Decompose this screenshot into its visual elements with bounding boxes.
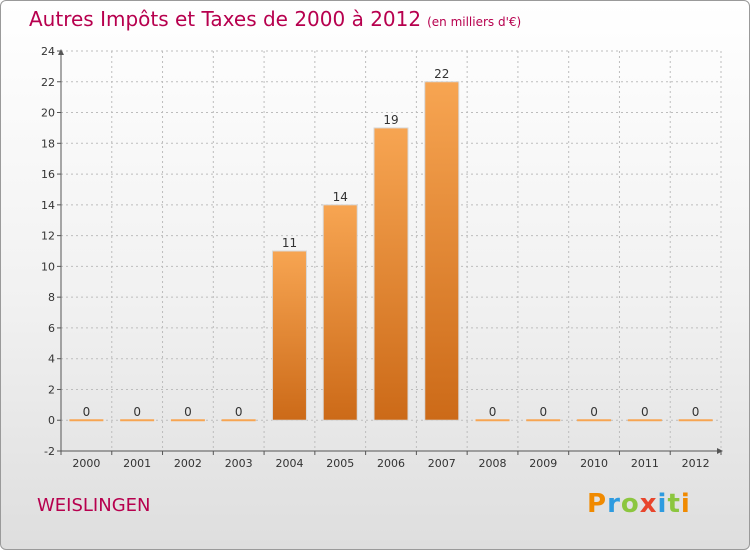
data-label: 0 bbox=[539, 405, 547, 419]
data-label: 19 bbox=[383, 113, 398, 127]
x-tick-label: 2006 bbox=[377, 457, 405, 470]
x-tick-label: 2007 bbox=[428, 457, 456, 470]
y-tick-label: 2 bbox=[48, 383, 55, 396]
x-tick-label: 2000 bbox=[72, 457, 100, 470]
data-label: 0 bbox=[133, 405, 141, 419]
data-label: 0 bbox=[184, 405, 192, 419]
y-tick-label: 10 bbox=[41, 260, 55, 273]
bars bbox=[69, 81, 713, 422]
y-tick-label: 6 bbox=[48, 322, 55, 335]
proxiti-logo: Proxiti bbox=[587, 489, 691, 519]
y-tick-label: 14 bbox=[41, 199, 55, 212]
data-label: 0 bbox=[489, 405, 497, 419]
x-axis-arrow bbox=[717, 448, 723, 454]
labels: 2000 0 2001 0 2002 0 2003 0 2004 11 2005 14 2006 19 20… bbox=[72, 67, 709, 470]
bar bbox=[322, 204, 358, 421]
data-label: 0 bbox=[641, 405, 649, 419]
bar bbox=[271, 250, 307, 421]
commune-name: WEISLINGEN bbox=[37, 495, 151, 516]
y-tick-label: 12 bbox=[41, 230, 55, 243]
bar bbox=[424, 81, 460, 421]
data-label: 14 bbox=[333, 190, 348, 204]
x-tick-label: 2008 bbox=[479, 457, 507, 470]
y-tick-label: 20 bbox=[41, 107, 55, 120]
x-tick-label: 2004 bbox=[275, 457, 303, 470]
x-tick-label: 2005 bbox=[326, 457, 354, 470]
y-tick-label: 0 bbox=[48, 414, 55, 427]
x-tick-label: 2011 bbox=[631, 457, 659, 470]
x-tick-label: 2010 bbox=[580, 457, 608, 470]
y-tick-label: 22 bbox=[41, 76, 55, 89]
data-label: 11 bbox=[282, 236, 297, 250]
x-tick-label: 2003 bbox=[225, 457, 253, 470]
x-tick-label: 2009 bbox=[529, 457, 557, 470]
data-label: 0 bbox=[235, 405, 243, 419]
y-tick-label: 24 bbox=[41, 45, 55, 58]
data-label: 0 bbox=[692, 405, 700, 419]
x-tick-label: 2002 bbox=[174, 457, 202, 470]
bar bbox=[373, 127, 409, 421]
data-label: 0 bbox=[590, 405, 598, 419]
y-tick-label: 18 bbox=[41, 137, 55, 150]
y-tick-label: 4 bbox=[48, 353, 55, 366]
data-label: 0 bbox=[83, 405, 91, 419]
y-tick-label: -2 bbox=[44, 445, 55, 458]
x-tick-label: 2001 bbox=[123, 457, 151, 470]
y-tick-label: 16 bbox=[41, 168, 55, 181]
y-tick-label: 8 bbox=[48, 291, 55, 304]
x-tick-label: 2012 bbox=[682, 457, 710, 470]
data-label: 22 bbox=[434, 67, 449, 81]
chart-subtitle: (en milliers d'€) bbox=[427, 15, 522, 29]
chart-title: Autres Impôts et Taxes de 2000 à 2012 (en… bbox=[29, 7, 521, 31]
chart-title-text: Autres Impôts et Taxes de 2000 à 2012 bbox=[29, 7, 422, 31]
y-axis-arrow bbox=[58, 49, 64, 55]
